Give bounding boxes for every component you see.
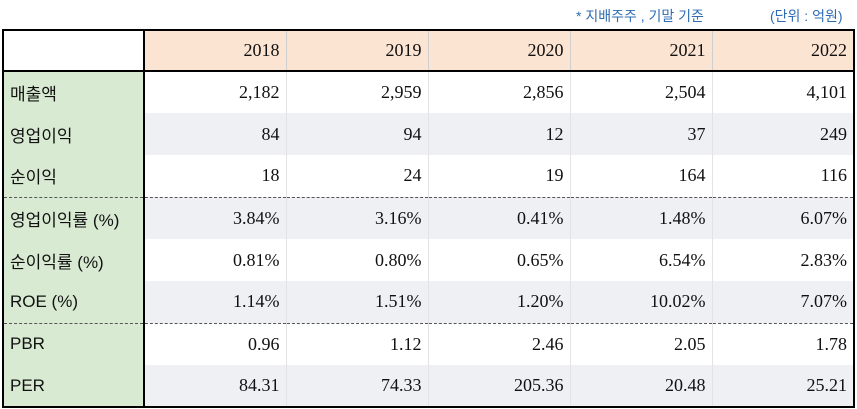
year-header: 2021	[569, 29, 712, 72]
value-cell: 0.65%	[427, 239, 570, 281]
value-cell: 0.81%	[143, 239, 286, 281]
row-label: ROE (%)	[2, 281, 145, 324]
financial-summary-table: 2018 2019 2020 2021 2022 매출액 2,182 2,959…	[2, 29, 855, 408]
row-label: 순이익	[2, 155, 145, 198]
value-cell: 19	[427, 155, 570, 198]
value-cell: 6.07%	[711, 197, 855, 239]
value-cell: 7.07%	[711, 281, 855, 324]
value-cell: 2,856	[427, 71, 570, 113]
header-row: 2018 2019 2020 2021 2022	[2, 29, 855, 72]
unit-note: (단위 : 억원)	[770, 8, 843, 24]
header-corner-cell	[2, 29, 145, 72]
value-cell: 0.41%	[427, 197, 570, 239]
value-cell: 116	[711, 155, 855, 198]
table-row-pbr: PBR 0.96 1.12 2.46 2.05 1.78	[2, 323, 855, 365]
value-cell: 249	[711, 113, 855, 155]
value-cell: 6.54%	[569, 239, 712, 281]
value-cell: 37	[569, 113, 712, 155]
value-cell: 0.96	[143, 323, 286, 365]
value-cell: 1.51%	[285, 281, 428, 324]
table-row-roe: ROE (%) 1.14% 1.51% 1.20% 10.02% 7.07%	[2, 281, 855, 324]
table-row-revenue: 매출액 2,182 2,959 2,856 2,504 4,101	[2, 71, 855, 113]
row-label: PBR	[2, 323, 145, 365]
value-cell: 10.02%	[569, 281, 712, 324]
value-cell: 94	[285, 113, 428, 155]
value-cell: 12	[427, 113, 570, 155]
value-cell: 20.48	[569, 365, 712, 408]
value-cell: 18	[143, 155, 286, 198]
year-header: 2020	[427, 29, 570, 72]
value-cell: 84	[143, 113, 286, 155]
value-cell: 2,959	[285, 71, 428, 113]
basis-note: * 지배주주 , 기말 기준	[576, 8, 704, 24]
value-cell: 4,101	[711, 71, 855, 113]
table-notes: * 지배주주 , 기말 기준 (단위 : 억원)	[0, 4, 857, 28]
row-label: PER	[2, 365, 145, 408]
year-header: 2019	[285, 29, 428, 72]
value-cell: 1.20%	[427, 281, 570, 324]
row-label: 매출액	[2, 71, 145, 113]
value-cell: 164	[569, 155, 712, 198]
row-label: 영업이익률 (%)	[2, 197, 145, 239]
value-cell: 2.05	[569, 323, 712, 365]
value-cell: 74.33	[285, 365, 428, 408]
table-row-operating-margin: 영업이익률 (%) 3.84% 3.16% 0.41% 1.48% 6.07%	[2, 197, 855, 239]
value-cell: 2.46	[427, 323, 570, 365]
row-label: 순이익률 (%)	[2, 239, 145, 281]
table-row-operating-income: 영업이익 84 94 12 37 249	[2, 113, 855, 155]
value-cell: 24	[285, 155, 428, 198]
value-cell: 1.48%	[569, 197, 712, 239]
value-cell: 0.80%	[285, 239, 428, 281]
value-cell: 205.36	[427, 365, 570, 408]
value-cell: 25.21	[711, 365, 855, 408]
value-cell: 2,504	[569, 71, 712, 113]
value-cell: 3.84%	[143, 197, 286, 239]
row-label: 영업이익	[2, 113, 145, 155]
year-header: 2018	[143, 29, 286, 72]
value-cell: 3.16%	[285, 197, 428, 239]
table-row-net-margin: 순이익률 (%) 0.81% 0.80% 0.65% 6.54% 2.83%	[2, 239, 855, 281]
value-cell: 1.78	[711, 323, 855, 365]
table-row-net-income: 순이익 18 24 19 164 116	[2, 155, 855, 198]
year-header: 2022	[711, 29, 855, 72]
value-cell: 2,182	[143, 71, 286, 113]
value-cell: 1.14%	[143, 281, 286, 324]
value-cell: 1.12	[285, 323, 428, 365]
value-cell: 84.31	[143, 365, 286, 408]
value-cell: 2.83%	[711, 239, 855, 281]
table-row-per: PER 84.31 74.33 205.36 20.48 25.21	[2, 365, 855, 408]
